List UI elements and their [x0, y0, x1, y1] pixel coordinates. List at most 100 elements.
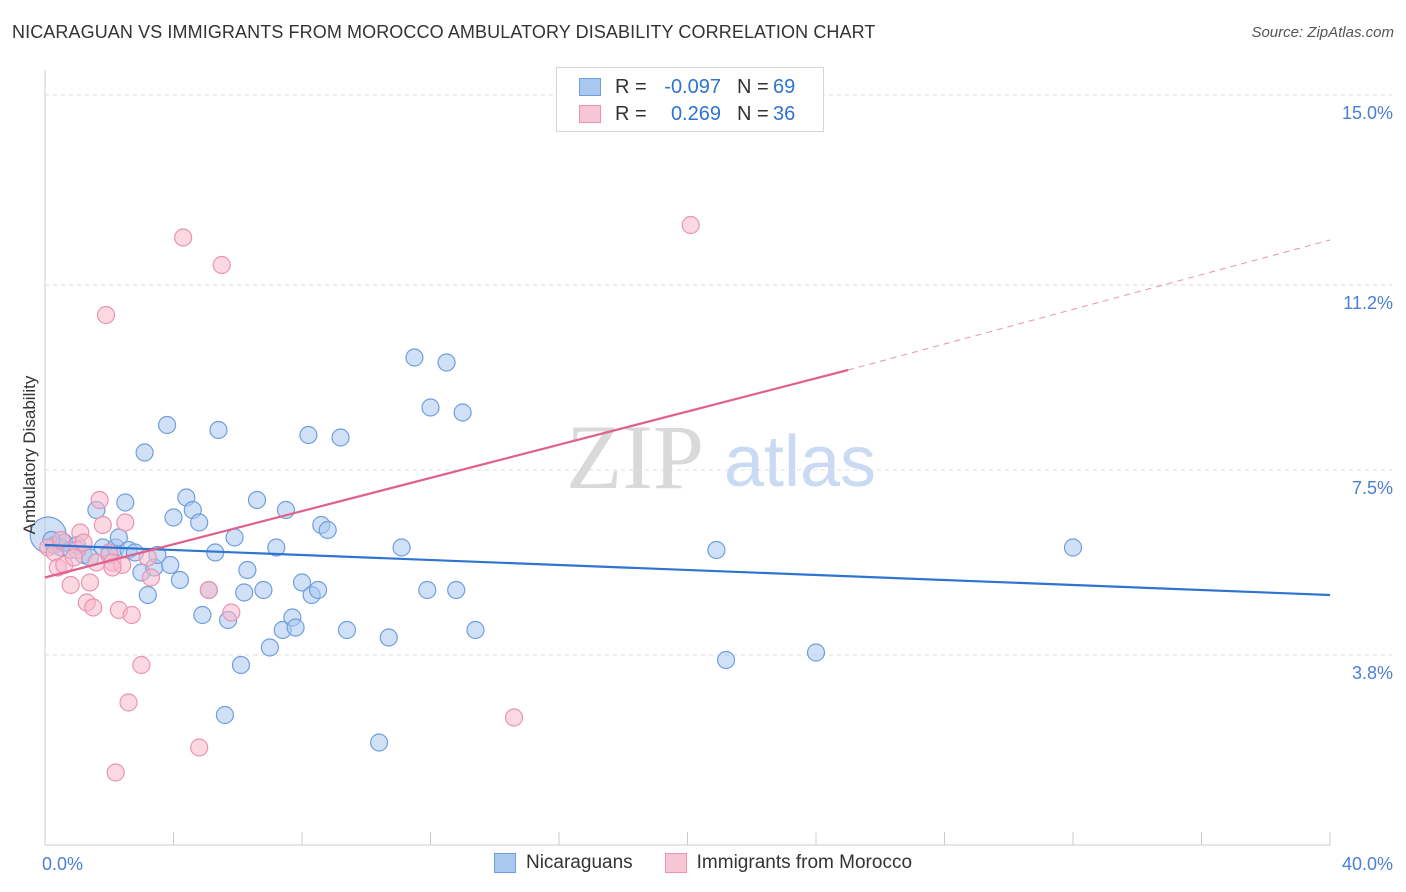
nicaraguan-point — [806, 643, 826, 662]
morocco-point — [74, 533, 93, 552]
nicaraguan-point — [209, 420, 228, 440]
legend-swatch-pink — [664, 853, 687, 873]
morocco-point — [84, 598, 103, 617]
nicaraguan-point — [292, 573, 312, 592]
nicaraguan-point — [453, 403, 472, 422]
nicaraguan-point — [193, 605, 212, 625]
legend-swatch-pink — [579, 105, 601, 123]
nicaraguan-point — [235, 583, 254, 602]
y-tick-label: 7.5% — [1352, 478, 1393, 498]
morocco-point — [132, 655, 151, 675]
nicaraguan-point — [405, 348, 424, 367]
morocco-point — [199, 580, 218, 600]
morocco-point — [190, 738, 209, 757]
correlation-legend: R = -0.097 N = 69 R = 0.269 N = 36 — [556, 67, 824, 132]
legend-label: Nicaraguans — [525, 852, 633, 873]
nicaraguan-point — [1063, 538, 1083, 557]
morocco-point — [93, 515, 112, 535]
morocco-point — [51, 530, 71, 550]
x-tick-label: 40.0% — [1342, 854, 1393, 874]
morocco-point — [222, 603, 241, 622]
nicaraguan-point — [716, 650, 736, 670]
nicaraguan-point — [318, 520, 337, 540]
nicaraguan-point — [286, 618, 305, 637]
morocco-point — [141, 568, 161, 587]
morocco-point — [116, 513, 135, 532]
legend-row-morocco: R = 0.269 N = 36 — [579, 101, 813, 127]
watermark-atlas: atlas — [724, 422, 876, 502]
morocco-trend-line — [44, 368, 849, 579]
nicaraguan-point — [157, 415, 177, 435]
legend-item-morocco[interactable]: Immigrants from Morocco — [664, 852, 912, 874]
nicaraguan-point — [247, 490, 267, 510]
morocco-point — [90, 490, 109, 510]
source-label: Source: ZipAtlas.com — [1251, 24, 1394, 41]
points-layer — [29, 215, 1083, 782]
morocco-point — [64, 548, 84, 567]
morocco-point — [174, 228, 193, 247]
y-axis-label: Ambulatory Disability — [20, 375, 39, 534]
morocco-point — [681, 215, 700, 235]
nicaraguan-point — [109, 528, 128, 547]
morocco-trend-extension — [847, 239, 1331, 371]
morocco-point — [504, 708, 524, 727]
nicaraguan-point — [421, 398, 440, 417]
watermark-zip: ZIP — [566, 406, 704, 508]
morocco-point — [106, 763, 125, 782]
morocco-point — [119, 693, 138, 712]
nicaraguan-point — [392, 538, 411, 557]
nicaraguan-point — [238, 560, 257, 580]
legend-swatch-blue — [493, 853, 516, 873]
legend-r-label: R = — [615, 102, 647, 125]
nicaraguan-point — [308, 580, 328, 600]
series-legend: Nicaraguans Immigrants from Morocco — [0, 852, 1406, 874]
y-tick-label: 15.0% — [1342, 103, 1393, 123]
morocco-point — [80, 573, 100, 592]
nicaraguan-point — [135, 443, 154, 462]
nicaraguan-point — [337, 620, 357, 640]
x-tick-label: 0.0% — [42, 854, 83, 874]
watermark: ZIP atlas — [566, 406, 876, 508]
y-tick-label: 11.2% — [1343, 293, 1393, 313]
legend-n-label: N = — [737, 75, 769, 98]
morocco-point — [122, 605, 141, 625]
legend-swatch-blue — [579, 78, 601, 96]
nicaraguan-point — [164, 508, 183, 527]
nicaraguan-point — [447, 580, 466, 600]
y-tick-label: 3.8% — [1352, 663, 1393, 683]
nicaraguan-point — [466, 620, 485, 640]
nicaraguan-point — [215, 705, 234, 725]
legend-r-label: R = — [615, 75, 647, 98]
nicaraguan-point — [370, 733, 389, 752]
morocco-point — [212, 255, 231, 275]
morocco-point — [61, 575, 80, 595]
legend-r-value: -0.097 — [664, 75, 721, 98]
nicaraguan-point — [225, 528, 244, 547]
nicaraguan-point — [190, 513, 209, 532]
nicaraguan-point — [116, 493, 135, 512]
nicaraguan-point — [260, 638, 279, 657]
nicaraguan-point — [331, 428, 350, 447]
nicaraguan-point — [299, 425, 318, 445]
morocco-point — [96, 305, 116, 325]
nicaraguan-point — [170, 570, 190, 590]
nicaraguan-point — [437, 353, 456, 372]
label-layer: 3.8% 7.5% 11.2% 15.0% 0.0% 40.0% — [42, 103, 1393, 874]
legend-n-label: N = — [737, 102, 769, 125]
legend-item-nicaraguans[interactable]: Nicaraguans — [493, 852, 633, 874]
legend-r-value: 0.269 — [670, 102, 721, 125]
nicaraguan-point — [379, 628, 398, 647]
nicaraguan-point — [707, 540, 726, 560]
legend-row-nicaraguans: R = -0.097 N = 69 — [579, 74, 813, 100]
axis-layer — [44, 70, 1331, 846]
legend-n-value: 69 — [773, 75, 796, 98]
nicaraguan-point — [254, 580, 273, 600]
nicaraguan-point — [161, 555, 180, 575]
nicaraguan-point — [418, 580, 437, 600]
nicaraguan-point — [231, 655, 251, 675]
nicaraguan-point — [267, 538, 286, 557]
legend-n-value: 36 — [773, 102, 796, 125]
nicaraguan-point — [138, 585, 157, 605]
trend-layer — [44, 239, 1331, 597]
